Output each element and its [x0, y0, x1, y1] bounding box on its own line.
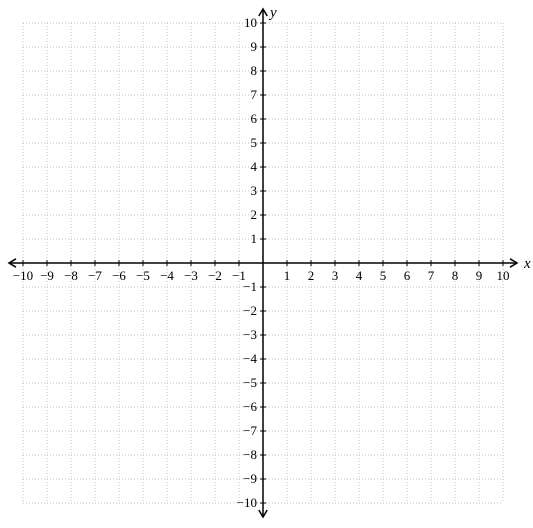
- y-tick-label: −9: [243, 471, 257, 486]
- x-tick-label: −6: [112, 268, 126, 283]
- coordinate-plane: −10−9−8−7−6−5−4−3−2−112345678910−10−9−8−…: [0, 0, 533, 528]
- x-tick-label: −9: [40, 268, 54, 283]
- y-tick-label: −5: [243, 375, 257, 390]
- x-tick-label: 10: [497, 268, 510, 283]
- y-tick-label: −10: [237, 495, 257, 510]
- x-tick-label: −4: [160, 268, 174, 283]
- y-tick-label: −2: [243, 303, 257, 318]
- y-tick-label: 2: [251, 207, 258, 222]
- x-tick-label: −5: [136, 268, 150, 283]
- y-tick-label: 4: [251, 159, 258, 174]
- x-tick-label: 5: [380, 268, 387, 283]
- x-tick-label: −10: [13, 268, 33, 283]
- plot-background: [0, 0, 533, 528]
- x-tick-label: −8: [64, 268, 78, 283]
- y-tick-label: 3: [251, 183, 258, 198]
- x-tick-label: 6: [404, 268, 411, 283]
- x-tick-label: 2: [308, 268, 315, 283]
- y-tick-label: −7: [243, 423, 257, 438]
- x-tick-label: 4: [356, 268, 363, 283]
- x-tick-label: −7: [88, 268, 102, 283]
- x-tick-label: 1: [284, 268, 291, 283]
- coordinate-plane-svg: −10−9−8−7−6−5−4−3−2−112345678910−10−9−8−…: [0, 0, 533, 528]
- y-tick-label: 6: [251, 111, 258, 126]
- y-tick-label: 8: [251, 63, 258, 78]
- y-tick-label: 1: [251, 231, 258, 246]
- y-tick-label: −4: [243, 351, 257, 366]
- x-tick-label: −2: [208, 268, 222, 283]
- x-tick-label: 7: [428, 268, 435, 283]
- y-tick-label: −1: [243, 279, 257, 294]
- x-tick-label: −3: [184, 268, 198, 283]
- y-tick-label: 7: [251, 87, 258, 102]
- x-tick-label: 8: [452, 268, 459, 283]
- x-tick-label: 9: [476, 268, 483, 283]
- x-tick-label: 3: [332, 268, 339, 283]
- y-tick-label: 10: [244, 15, 257, 30]
- y-tick-label: 9: [251, 39, 258, 54]
- x-axis-label: x: [523, 256, 531, 272]
- y-tick-label: −6: [243, 399, 257, 414]
- y-tick-label: 5: [251, 135, 258, 150]
- y-axis-label: y: [268, 5, 277, 21]
- y-tick-label: −8: [243, 447, 257, 462]
- y-tick-label: −3: [243, 327, 257, 342]
